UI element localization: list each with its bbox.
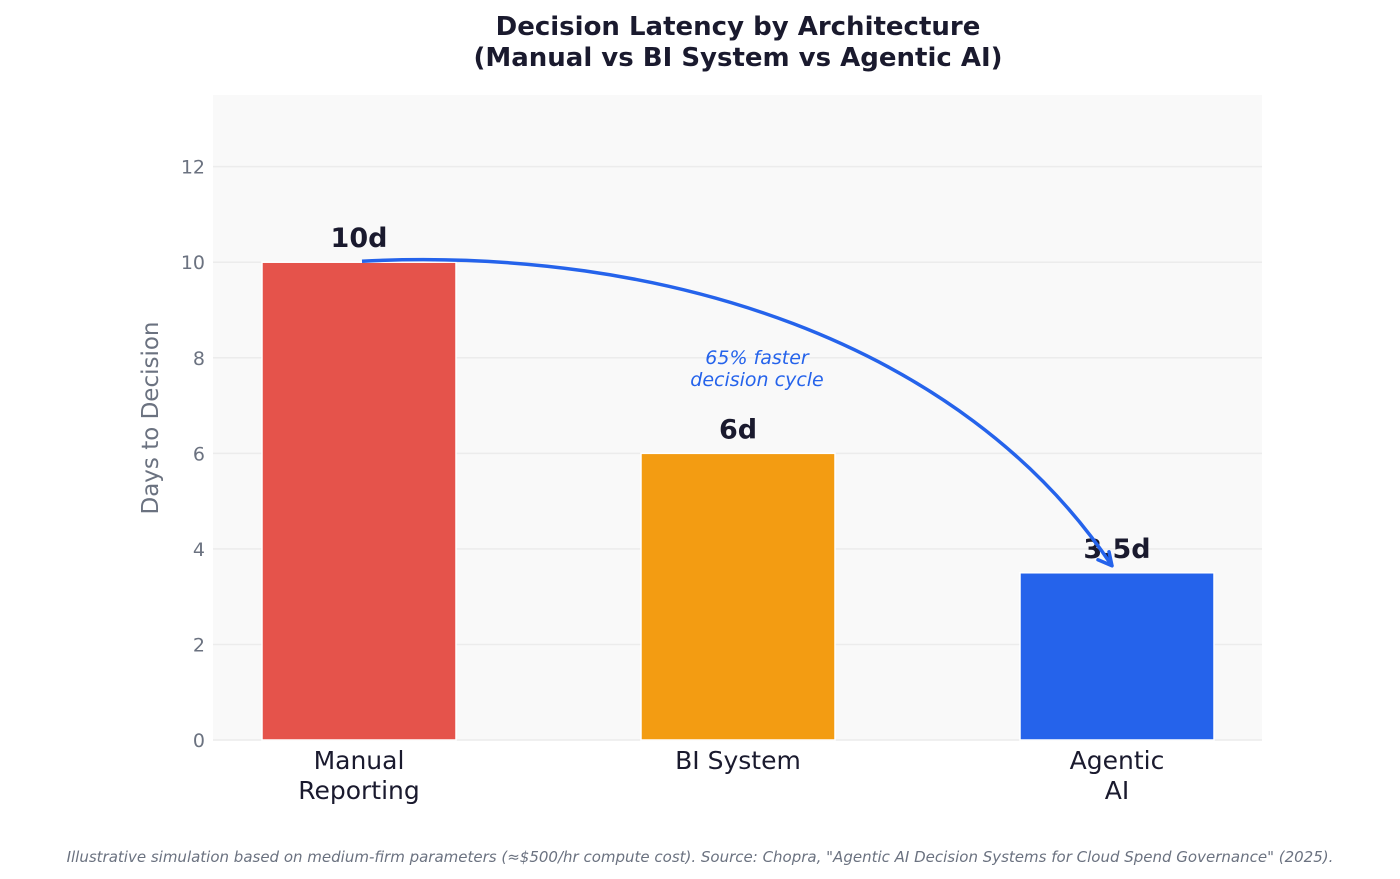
x-tick-label: Reporting xyxy=(298,776,420,805)
chart-title-line-1: Decision Latency by Architecture xyxy=(496,12,981,42)
bar xyxy=(261,261,457,741)
x-tick-label: Agentic xyxy=(1070,746,1165,775)
bar xyxy=(640,452,836,741)
bar xyxy=(1019,572,1215,741)
annotation-text: 65% faster xyxy=(705,347,810,369)
y-tick-label: 8 xyxy=(193,348,205,370)
chart-title-line-2: (Manual vs BI System vs Agentic AI) xyxy=(473,43,1002,73)
annotation-text: decision cycle xyxy=(690,369,823,391)
y-tick-label: 0 xyxy=(193,730,205,752)
x-tick-label: BI System xyxy=(675,746,801,775)
x-tick-label: Manual xyxy=(314,746,405,775)
y-tick-label: 12 xyxy=(181,157,205,179)
annotation-arrow xyxy=(361,257,1114,567)
data-label: 6d xyxy=(719,414,757,445)
x-tick-label: AI xyxy=(1105,776,1129,805)
footnote: Illustrative simulation based on medium-… xyxy=(67,848,1334,866)
y-axis-label: Days to Decision xyxy=(138,321,164,514)
y-tick-label: 6 xyxy=(193,443,205,465)
arrow-head-icon xyxy=(1096,550,1114,568)
y-tick-label: 10 xyxy=(181,252,205,274)
y-tick-label: 4 xyxy=(193,539,205,561)
y-tick-label: 2 xyxy=(193,634,205,656)
data-label: 10d xyxy=(331,223,388,254)
